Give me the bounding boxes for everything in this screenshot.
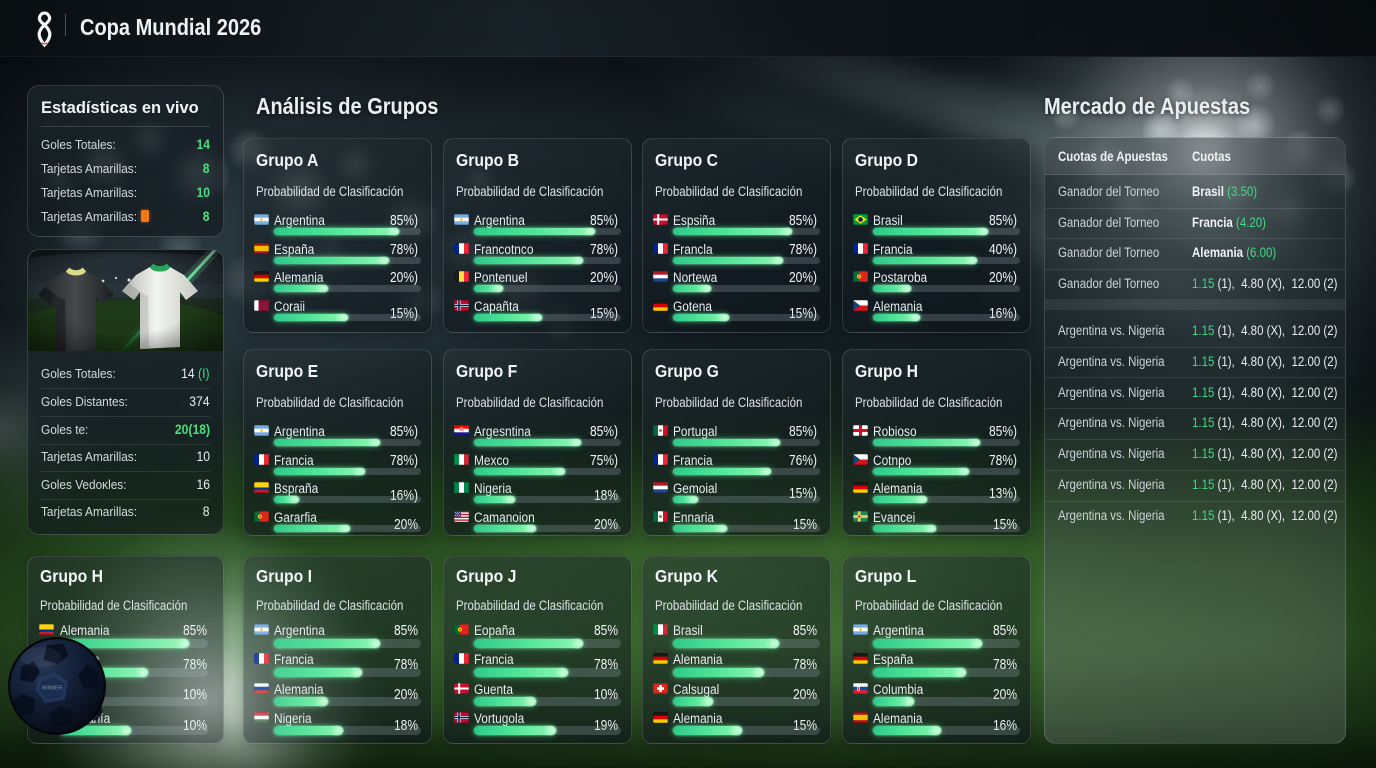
svg-text:WINNER: WINNER [42, 685, 63, 691]
